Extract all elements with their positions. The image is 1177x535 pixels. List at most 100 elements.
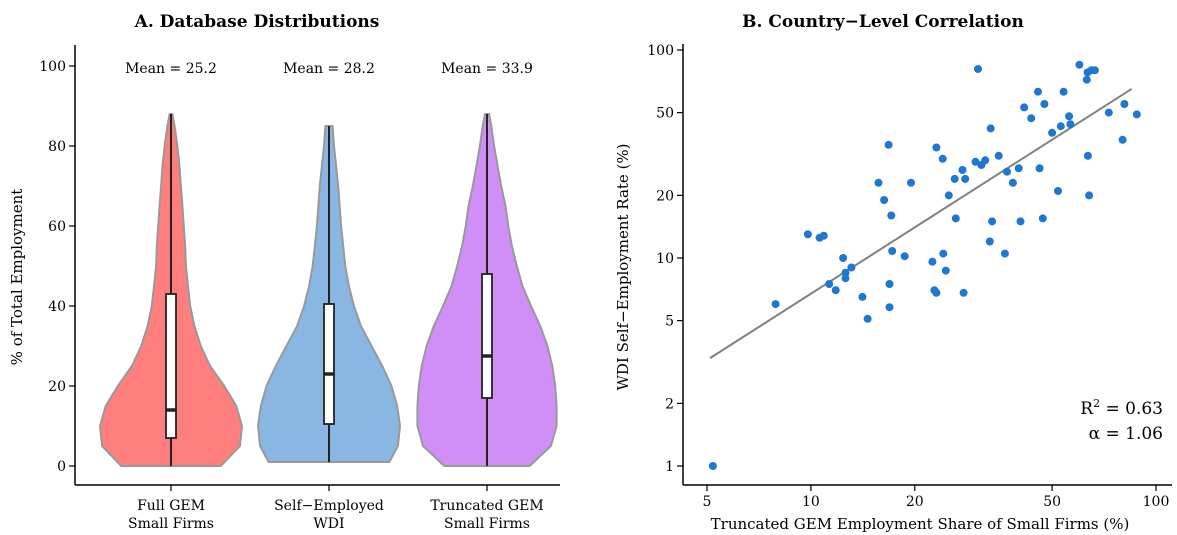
scatter-point	[1048, 128, 1057, 137]
scatter-point	[863, 314, 872, 323]
violin-iqr-box	[481, 273, 493, 399]
y-tick-label: 2	[665, 396, 674, 412]
scatter-point	[938, 154, 947, 163]
scatter-point	[1056, 122, 1065, 131]
y-tick-label: 50	[656, 106, 674, 122]
panel-b-axes: 1 2 5 10 20 50 100 5 10 20 50 100	[647, 43, 1172, 510]
y-tick-label: 100	[647, 43, 674, 59]
y-tick-label: 1	[665, 459, 674, 475]
scatter-point	[888, 247, 897, 255]
scatter-point	[1083, 151, 1092, 160]
scatter-point	[907, 178, 915, 187]
scatter-points	[708, 60, 1141, 470]
r-squared-annotation: R2 = 0.63	[1080, 397, 1163, 419]
panel-b-x-axis-label: Truncated GEM Employment Share of Small …	[711, 515, 1130, 533]
scatter-point	[831, 286, 840, 295]
scatter-point	[988, 217, 997, 226]
scatter-point	[932, 143, 941, 152]
scatter-point	[932, 288, 941, 297]
y-tick-label: 80	[48, 139, 66, 155]
y-tick-label: 5	[665, 314, 674, 330]
scatter-point	[1132, 110, 1141, 119]
alpha-annotation: α = 1.06	[1089, 424, 1163, 444]
panel-a-title: A. Database Distributions	[134, 12, 380, 32]
scatter-point	[986, 124, 995, 133]
scatter-point	[939, 249, 948, 258]
scatter-point	[847, 263, 856, 272]
scatter-point	[951, 214, 960, 223]
scatter-point	[900, 252, 909, 261]
y-tick-label: 40	[48, 299, 66, 315]
scatter-point	[981, 156, 990, 165]
scatter-point	[961, 174, 970, 183]
mean-label: Mean = 25.2	[125, 61, 217, 77]
scatter-point	[771, 300, 780, 309]
scatter-point	[1034, 87, 1042, 96]
scatter-point	[928, 257, 937, 266]
panel-a-axes: 0 20 40 60 80 100	[39, 45, 560, 486]
scatter-point	[944, 191, 953, 200]
scatter-point	[839, 254, 848, 262]
scatter-point	[1118, 135, 1127, 144]
y-tick-label: 100	[39, 59, 66, 75]
scatter-point	[1020, 103, 1029, 112]
scatter-point	[1003, 167, 1011, 176]
scatter-point	[941, 266, 950, 275]
scatter-point	[1014, 164, 1023, 173]
panel-a-y-axis-label: % of Total Employment	[8, 189, 26, 366]
scatter-point	[1016, 217, 1025, 226]
x-tick-label: 10	[802, 494, 820, 510]
panel-b-y-axis-label: WDI Self−Employment Rate (%)	[614, 143, 632, 390]
scatter-point	[825, 280, 834, 288]
y-tick-label: 20	[656, 188, 674, 204]
scatter-point	[959, 288, 968, 297]
scatter-point	[887, 211, 896, 220]
scatter-point	[1075, 60, 1084, 69]
panel-b-title: B. Country−Level Correlation	[742, 12, 1024, 32]
scatter-point	[858, 292, 867, 301]
scatter-point	[974, 65, 982, 73]
x-tick-label: 100	[1143, 494, 1170, 510]
scatter-point	[1085, 191, 1094, 200]
scatter-point	[1066, 120, 1075, 129]
scatter-point	[971, 157, 980, 166]
scatter-point	[885, 303, 894, 312]
y-tick-label: 0	[57, 459, 66, 475]
x-tick-label: Full GEM	[137, 498, 205, 514]
scatter-point	[1008, 178, 1017, 187]
x-tick-label: 5	[703, 494, 712, 510]
y-tick-label: 10	[656, 251, 674, 267]
scatter-point	[1038, 214, 1047, 223]
y-tick-label: 20	[48, 379, 66, 395]
x-tick-label: Small Firms	[444, 516, 530, 532]
scatter-point	[1040, 100, 1049, 108]
scatter-point	[819, 231, 828, 240]
scatter-point	[803, 230, 812, 239]
scatter-point	[994, 151, 1003, 160]
scatter-point	[1027, 114, 1036, 123]
x-tick-label: Small Firms	[128, 516, 214, 532]
scatter-point	[841, 274, 850, 283]
mean-label: Mean = 28.2	[283, 61, 375, 77]
violin-iqr-box	[323, 303, 335, 425]
scatter-point	[985, 237, 994, 246]
scatter-point	[1054, 187, 1062, 195]
panel-a-violins: Mean = 25.2 Full GEM Small Firms Mean = 28.…	[99, 61, 558, 532]
scatter-point	[1059, 87, 1068, 96]
panel-b-scatter-chart: B. Country−Level Correlation WDI Self−Em…	[614, 12, 1172, 533]
x-tick-label: 50	[1043, 494, 1061, 510]
x-tick-label: 20	[906, 494, 924, 510]
scatter-point	[1035, 164, 1044, 173]
scatter-point	[958, 166, 967, 174]
scatter-point	[1065, 112, 1074, 121]
x-tick-label: WDI	[313, 516, 344, 532]
scatter-point	[950, 174, 959, 183]
panel-a-violin-chart: A. Database Distributions % of Total Emp…	[8, 12, 560, 532]
scatter-point	[1120, 100, 1129, 108]
scatter-point	[1000, 249, 1009, 258]
scatter-point	[880, 196, 889, 204]
violin-iqr-box	[165, 293, 177, 439]
scatter-point	[1082, 75, 1091, 84]
x-tick-label: Truncated GEM	[430, 498, 543, 514]
